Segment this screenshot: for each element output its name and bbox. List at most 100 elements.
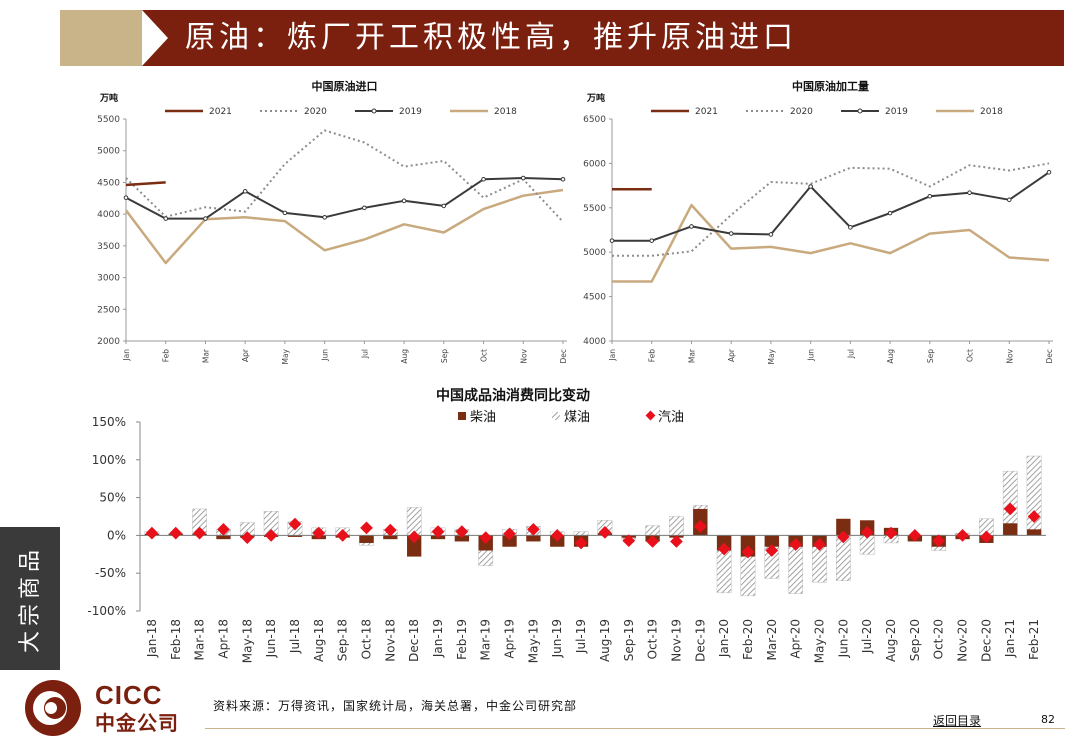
x-tick-label: Mar bbox=[201, 348, 210, 363]
bar-diesel bbox=[454, 535, 470, 542]
point-gasoline bbox=[574, 536, 588, 550]
x-tick-label: Mar-19 bbox=[479, 619, 493, 660]
cicc-logo-icon bbox=[25, 680, 81, 736]
point-gasoline bbox=[527, 522, 540, 536]
back-to-contents-link[interactable]: 返回目录 bbox=[933, 714, 982, 728]
footer-divider bbox=[205, 728, 1065, 729]
x-tick-label: Jun-18 bbox=[264, 619, 278, 658]
x-tick-label: Jul bbox=[846, 349, 855, 359]
x-tick-label: Feb-19 bbox=[455, 619, 469, 660]
x-tick-label: Mar bbox=[687, 348, 696, 363]
y-tick-label: 4000 bbox=[583, 337, 606, 347]
x-tick-label: Nov bbox=[519, 348, 528, 363]
bar-kerosene bbox=[669, 516, 684, 536]
x-tick-label: Jul-19 bbox=[574, 619, 588, 654]
legend-label: 煤油 bbox=[564, 410, 590, 425]
series-point-2019 bbox=[203, 216, 208, 221]
series-point-2019 bbox=[163, 216, 169, 221]
y-tick-label: 5500 bbox=[97, 115, 120, 125]
legend-label: 柴油 bbox=[470, 410, 496, 425]
point-gasoline bbox=[479, 531, 493, 545]
series-line-2020 bbox=[125, 129, 564, 223]
y-tick-label: 5000 bbox=[97, 147, 120, 157]
x-tick-label: Dec-19 bbox=[693, 619, 707, 662]
logo-text-cn: 中金公司 bbox=[95, 711, 179, 735]
x-tick-label: Jul-18 bbox=[288, 619, 302, 654]
legend-marker-2019 bbox=[371, 108, 377, 114]
series-point-2019 bbox=[123, 195, 129, 200]
y-tick-label: 150% bbox=[92, 415, 126, 429]
bar-diesel bbox=[836, 518, 851, 536]
x-tick-label: Sep-20 bbox=[908, 619, 922, 661]
x-tick-label: Mar-20 bbox=[765, 619, 779, 660]
x-tick-label: Sep bbox=[440, 349, 449, 363]
series-point-2019 bbox=[689, 224, 694, 229]
point-gasoline bbox=[956, 529, 969, 542]
chart-title: 中国原油进口 bbox=[312, 79, 378, 93]
point-gasoline bbox=[145, 526, 159, 540]
x-tick-label: Sep-19 bbox=[622, 619, 636, 661]
x-tick-label: Apr bbox=[727, 348, 736, 362]
x-tick-label: Jun-19 bbox=[550, 619, 564, 658]
x-tick-label: May bbox=[767, 348, 776, 364]
x-tick-label: Jan-20 bbox=[717, 619, 731, 658]
x-tick-label: Feb bbox=[162, 349, 171, 363]
x-tick-label: Feb bbox=[648, 349, 657, 363]
y-axis-unit: 万吨 bbox=[586, 92, 605, 104]
y-tick-label: 0% bbox=[107, 528, 126, 542]
bar-diesel bbox=[287, 535, 303, 537]
x-tick-label: Apr-20 bbox=[789, 619, 803, 659]
x-tick-label: Dec-18 bbox=[407, 619, 421, 662]
x-tick-label: Jan-18 bbox=[145, 619, 159, 658]
series-point-2019 bbox=[520, 175, 526, 181]
point-gasoline bbox=[217, 522, 230, 536]
y-tick-label: 5500 bbox=[583, 204, 606, 214]
x-tick-label: Aug bbox=[886, 349, 895, 364]
x-tick-label: Apr-19 bbox=[503, 619, 517, 659]
x-tick-label: Jul bbox=[360, 349, 369, 359]
series-point-2019 bbox=[322, 215, 327, 220]
x-tick-label: Oct-18 bbox=[360, 619, 374, 659]
y-tick-label: 3500 bbox=[97, 242, 120, 252]
point-gasoline bbox=[169, 526, 183, 540]
source-note: 资料来源：万得资讯，国家统计局，海关总署，中金公司研究部 bbox=[213, 699, 578, 713]
bar-diesel bbox=[216, 535, 231, 540]
bar-kerosene bbox=[1026, 455, 1042, 536]
x-tick-label: Nov-19 bbox=[669, 619, 683, 662]
x-tick-label: Aug bbox=[400, 349, 409, 364]
point-gasoline bbox=[550, 529, 564, 542]
legend-swatch-kerosene bbox=[552, 412, 560, 420]
bar-kerosene bbox=[573, 531, 589, 536]
bar-diesel bbox=[526, 535, 541, 542]
legend-label-2021: 2021 bbox=[209, 107, 232, 117]
x-tick-label: Aug-19 bbox=[598, 619, 612, 662]
series-point-2019 bbox=[401, 198, 407, 204]
series-point-2019 bbox=[967, 190, 972, 196]
x-tick-label: Sep bbox=[926, 349, 935, 363]
x-tick-label: Dec bbox=[559, 349, 568, 364]
series-point-2019 bbox=[362, 205, 367, 211]
legend-label-2021: 2021 bbox=[695, 107, 718, 117]
series-line-2018 bbox=[125, 188, 564, 265]
x-tick-label: Oct-19 bbox=[646, 619, 660, 659]
point-gasoline bbox=[407, 530, 421, 544]
point-gasoline bbox=[383, 523, 397, 537]
y-tick-label: 2000 bbox=[97, 337, 120, 347]
section-side-label: 大宗商品 bbox=[18, 545, 43, 654]
legend-marker-2019 bbox=[857, 108, 863, 114]
x-tick-label: Feb-20 bbox=[741, 619, 755, 660]
x-tick-label: Jul-20 bbox=[860, 619, 874, 654]
x-tick-label: Dec-20 bbox=[979, 619, 993, 662]
x-tick-label: Mar-18 bbox=[193, 619, 207, 660]
y-axis-unit: 万吨 bbox=[99, 92, 118, 104]
series-point-2019 bbox=[481, 176, 486, 182]
page-number: 82 bbox=[1041, 713, 1055, 726]
y-tick-label: 100% bbox=[92, 453, 126, 467]
x-tick-label: Jan-19 bbox=[431, 619, 445, 658]
series-point-2019 bbox=[649, 238, 655, 243]
header-accent-block bbox=[60, 10, 142, 66]
y-tick-label: 4500 bbox=[97, 178, 120, 188]
legend-swatch-diesel bbox=[458, 412, 466, 420]
x-tick-label: Jun-20 bbox=[836, 619, 850, 658]
